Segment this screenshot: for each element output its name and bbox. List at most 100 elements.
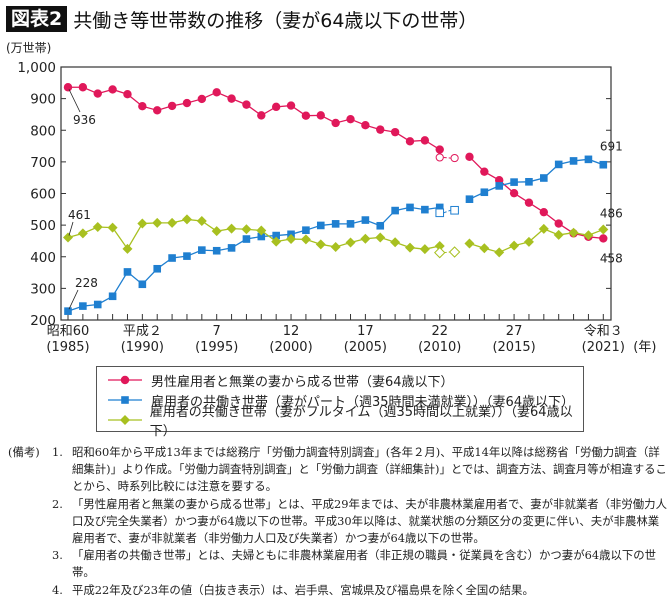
data-point: [92, 222, 103, 233]
x-tick-label: (1990): [121, 340, 164, 355]
data-point: [226, 223, 237, 234]
y-tick-label: 1,000: [17, 60, 56, 76]
data-label: 461: [68, 208, 91, 222]
data-point: [302, 226, 310, 234]
data-label: 691: [600, 140, 623, 154]
data-point: [435, 145, 444, 154]
data-point: [583, 230, 594, 241]
data-point: [420, 136, 430, 145]
data-point: [257, 111, 266, 120]
data-point: [509, 188, 519, 198]
data-point: [78, 83, 88, 92]
data-point: [450, 205, 459, 215]
y-tick-label: 500: [30, 218, 56, 234]
line-chart: (万世帯)2003004005006007008009001,000昭和60(1…: [6, 41, 656, 355]
data-point: [123, 268, 132, 276]
y-tick-label: 800: [30, 123, 56, 139]
data-point: [464, 238, 475, 249]
y-tick-label: 300: [30, 281, 56, 297]
data-point: [167, 101, 177, 111]
data-point: [494, 247, 505, 258]
data-point: [345, 237, 356, 248]
data-point: [138, 102, 147, 111]
data-point: [153, 106, 162, 115]
data-point: [182, 98, 192, 108]
x-tick-label: (2005): [344, 340, 387, 355]
data-point: [64, 307, 72, 315]
note-number: 4.: [52, 582, 63, 597]
data-point: [479, 243, 490, 254]
data-point: [108, 292, 117, 301]
data-point: [509, 240, 520, 251]
legend-item: 男性雇用者と無業の妻から成る世帯（妻64歳以下）: [107, 370, 583, 390]
data-point: [93, 300, 102, 309]
data-point: [480, 167, 489, 176]
data-point: [404, 242, 415, 253]
data-point: [197, 94, 207, 104]
data-point: [196, 216, 207, 227]
data-point: [63, 232, 73, 243]
data-point: [107, 222, 118, 233]
legend: 男性雇用者と無業の妻から成る世帯（妻64歳以下） 雇用者の共働き世帯（妻がパート…: [96, 366, 584, 439]
data-point: [346, 114, 355, 124]
y-tick-label: 900: [30, 92, 56, 108]
x-tick-label: (2021): [582, 340, 625, 355]
data-point: [227, 94, 236, 103]
y-tick-label: 700: [30, 155, 56, 171]
data-point: [361, 216, 370, 224]
data-point: [271, 102, 281, 112]
data-label: 936: [73, 113, 96, 127]
data-point: [63, 83, 73, 92]
data-point: [212, 88, 221, 97]
data-point: [540, 174, 548, 182]
data-point: [465, 152, 474, 162]
data-point: [376, 221, 385, 230]
data-point: [405, 137, 415, 146]
data-point: [360, 233, 371, 244]
x-tick-label: 22: [431, 324, 448, 339]
legend-label: 雇用者の共働き世帯（妻がパート（週35時間未満就業））（妻64歳以下）: [151, 394, 575, 410]
legend-item: 雇用者の共働き世帯（妻がパート（週35時間未満就業））（妻64歳以下）: [107, 390, 583, 410]
data-point: [138, 280, 147, 289]
data-point: [510, 178, 518, 186]
data-point: [434, 240, 445, 251]
data-point: [286, 234, 297, 245]
x-axis-unit: (年): [633, 340, 656, 355]
data-point: [198, 246, 206, 254]
series-diamond: [63, 214, 609, 259]
data-point: [346, 220, 355, 228]
data-point: [122, 243, 133, 254]
data-point: [300, 234, 311, 245]
data-point: [120, 415, 130, 425]
x-tick-label: 昭和60: [47, 324, 90, 339]
data-label: 458: [600, 251, 623, 265]
data-point: [525, 177, 533, 186]
x-tick-label: (2010): [418, 340, 461, 355]
data-point: [242, 235, 251, 243]
data-point: [569, 157, 578, 165]
data-point: [123, 89, 132, 99]
data-point: [212, 246, 221, 255]
legend-marker-diamond-icon: [108, 415, 142, 425]
figure-title-text: 共働き等世帯数の推移（妻が64歳以下の世帯）: [73, 9, 478, 32]
hollow-connector: [443, 156, 451, 159]
data-point: [523, 236, 534, 247]
data-point: [480, 188, 489, 197]
data-point: [538, 223, 549, 234]
data-point: [465, 195, 474, 203]
x-tick-label: (1995): [195, 340, 238, 355]
data-point: [434, 246, 446, 259]
figure-badge: 図表2: [6, 6, 68, 32]
y-tick-label: 400: [30, 250, 56, 266]
data-point: [153, 264, 162, 273]
x-tick-label: (1985): [46, 340, 89, 355]
data-point: [77, 228, 88, 239]
legend-label: 雇用者の共働き世帯（妻がフルタイム（週35時間以上就業））（妻64歳以下）: [149, 405, 573, 439]
data-point: [316, 221, 325, 230]
data-point: [227, 244, 236, 252]
data-point: [272, 231, 280, 240]
data-point: [331, 118, 340, 128]
legend-label: 男性雇用者と無業の妻から成る世帯（妻64歳以下）: [151, 374, 454, 390]
data-point: [391, 206, 399, 215]
x-tick-label: 平成２: [123, 324, 162, 339]
